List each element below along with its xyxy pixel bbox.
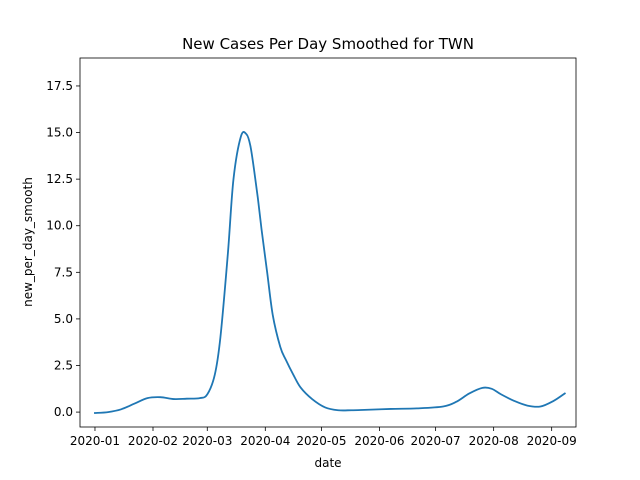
x-tick-label: 2020-07	[411, 434, 461, 448]
x-tick-label: 2020-01	[70, 434, 120, 448]
x-tick-label: 2020-02	[128, 434, 178, 448]
y-tick-label: 7.5	[54, 265, 73, 279]
x-tick-label: 2020-04	[240, 434, 290, 448]
plot-area	[79, 57, 577, 428]
x-axis-label: date	[314, 456, 341, 470]
y-tick-label: 12.5	[46, 172, 73, 186]
x-tick-label: 2020-05	[296, 434, 346, 448]
x-tick-label: 2020-03	[182, 434, 232, 448]
y-tick-label: 17.5	[46, 79, 73, 93]
y-axis-label: new_per_day_smooth	[21, 177, 35, 307]
x-tick-label: 2020-09	[527, 434, 577, 448]
x-axis: 2020-01 2020-02 2020-03 2020-04 2020-05 2020-…	[70, 427, 577, 448]
y-axis: 0.0 2.5 5.0 7.5 10.0 12.5 15.0 17.5	[46, 79, 80, 419]
x-tick-label: 2020-06	[354, 434, 404, 448]
x-tick-label: 2020-08	[469, 434, 519, 448]
y-tick-label: 10.0	[46, 219, 73, 233]
chart-title: New Cases Per Day Smoothed for TWN	[182, 35, 474, 53]
y-tick-label: 15.0	[46, 126, 73, 140]
y-tick-label: 0.0	[54, 405, 73, 419]
y-tick-label: 5.0	[54, 312, 73, 326]
series-line	[94, 131, 567, 414]
y-tick-label: 2.5	[54, 359, 73, 373]
plot-frame	[79, 57, 577, 428]
